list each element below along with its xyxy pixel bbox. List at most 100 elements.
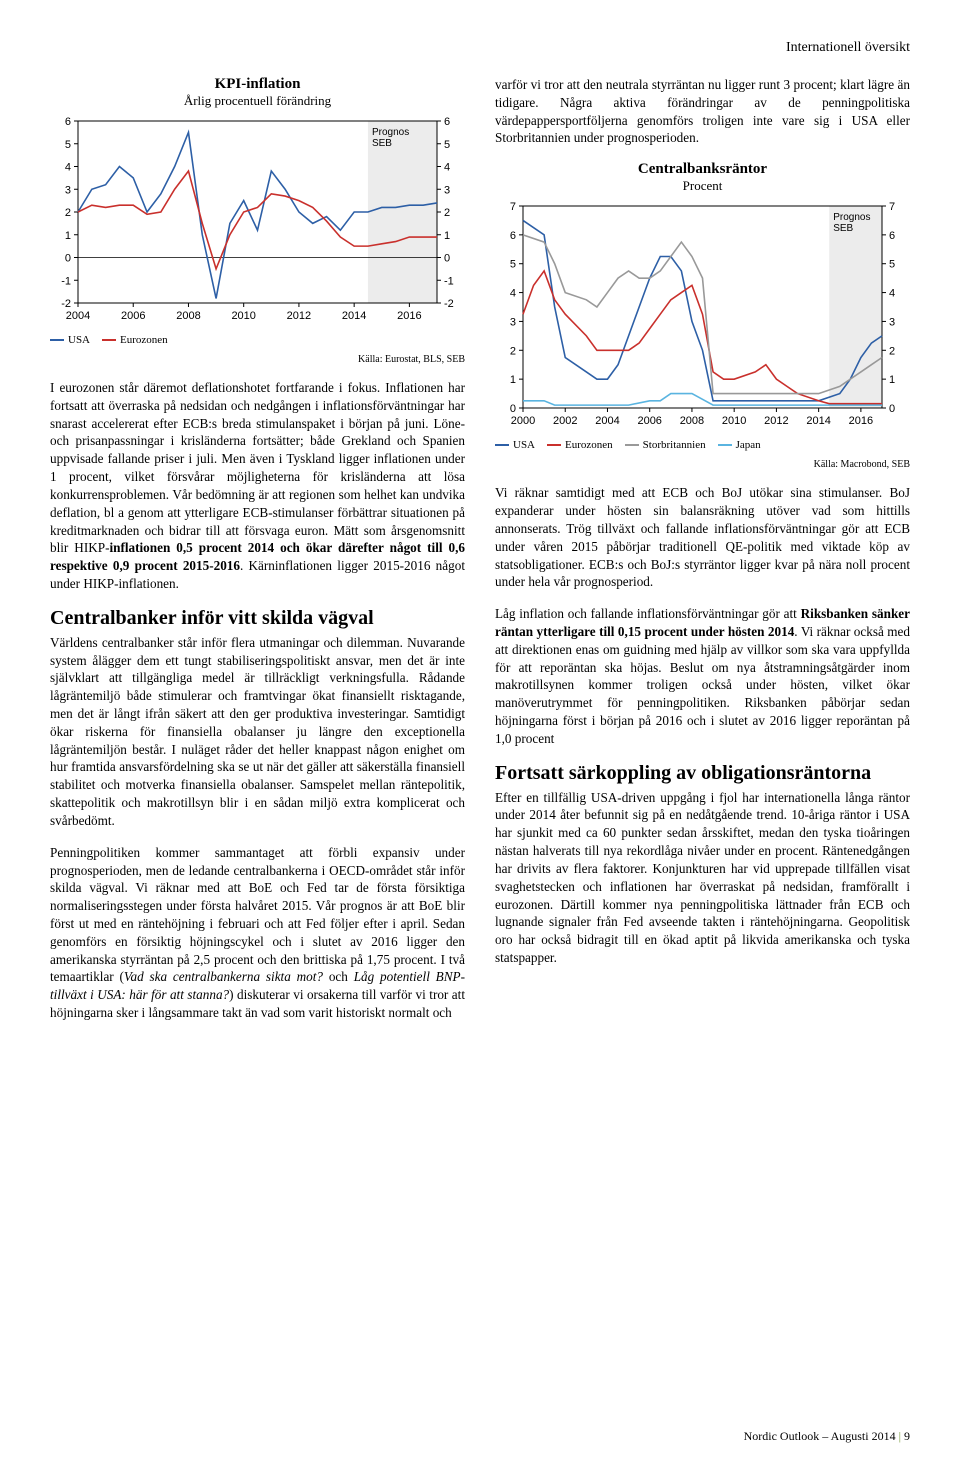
chart1-svg: -2 -2 -1 -1 0 0 1 1 2 2 3 3 4 4 5 5 6 6 2004 2006 2008 2010 20… bbox=[50, 115, 465, 325]
svg-text:1: 1 bbox=[65, 230, 71, 242]
svg-text:-2: -2 bbox=[61, 298, 71, 310]
svg-text:6: 6 bbox=[444, 116, 450, 128]
legend-item: Storbritannien bbox=[625, 439, 706, 451]
svg-text:-1: -1 bbox=[61, 275, 71, 287]
svg-text:2008: 2008 bbox=[680, 415, 704, 427]
svg-text:4: 4 bbox=[889, 288, 895, 300]
svg-text:2016: 2016 bbox=[397, 310, 421, 322]
legend-swatch bbox=[102, 339, 116, 341]
footer-page: 9 bbox=[904, 1429, 910, 1443]
chart2-container: 0 0 1 1 2 2 3 3 4 4 5 5 6 6 7 7 2000 2002 2004 2006 2008 2010… bbox=[495, 200, 910, 451]
svg-text:2004: 2004 bbox=[66, 310, 90, 322]
svg-text:2014: 2014 bbox=[342, 310, 366, 322]
legend-swatch bbox=[50, 339, 64, 341]
two-column-layout: KPI-inflation Årlig procentuell förändri… bbox=[50, 76, 910, 1036]
chart2-title: Centralbanksräntor bbox=[495, 161, 910, 178]
chart1-container: -2 -2 -1 -1 0 0 1 1 2 2 3 3 4 4 5 5 6 6 2004 2006 2008 2010 20… bbox=[50, 115, 465, 346]
svg-text:2002: 2002 bbox=[553, 415, 577, 427]
svg-text:2014: 2014 bbox=[806, 415, 830, 427]
svg-text:5: 5 bbox=[889, 259, 895, 271]
right-para2: Vi räknar samtidigt med att ECB och BoJ … bbox=[495, 484, 910, 591]
svg-text:1: 1 bbox=[510, 374, 516, 386]
svg-text:2: 2 bbox=[65, 207, 71, 219]
svg-text:1: 1 bbox=[889, 374, 895, 386]
page-footer: Nordic Outlook – Augusti 2014 | 9 bbox=[744, 1429, 910, 1444]
svg-text:0: 0 bbox=[889, 403, 895, 415]
chart2-subtitle: Procent bbox=[495, 178, 910, 194]
left-para1: I eurozonen står däremot deflationshotet… bbox=[50, 379, 465, 593]
right-para3: Låg inflation och fallande inflationsför… bbox=[495, 605, 910, 748]
legend-swatch bbox=[718, 444, 732, 446]
svg-text:2010: 2010 bbox=[722, 415, 746, 427]
svg-text:2008: 2008 bbox=[176, 310, 200, 322]
svg-text:6: 6 bbox=[65, 116, 71, 128]
svg-text:2000: 2000 bbox=[511, 415, 535, 427]
legend-label: USA bbox=[513, 439, 535, 451]
legend-item: USA bbox=[50, 334, 90, 346]
chart2-legend: USA Eurozonen Storbritannien Japan bbox=[495, 439, 910, 451]
svg-text:6: 6 bbox=[889, 230, 895, 242]
svg-text:SEB: SEB bbox=[833, 223, 853, 234]
svg-text:3: 3 bbox=[444, 184, 450, 196]
svg-text:2006: 2006 bbox=[637, 415, 661, 427]
chart2-svg: 0 0 1 1 2 2 3 3 4 4 5 5 6 6 7 7 2000 2002 2004 2006 2008 2010… bbox=[495, 200, 910, 430]
chart1-legend: USA Eurozonen bbox=[50, 334, 465, 346]
svg-text:2004: 2004 bbox=[595, 415, 619, 427]
svg-text:1: 1 bbox=[444, 230, 450, 242]
chart1-title: KPI-inflation bbox=[50, 76, 465, 93]
legend-swatch bbox=[547, 444, 561, 446]
svg-text:4: 4 bbox=[510, 288, 516, 300]
svg-text:6: 6 bbox=[510, 230, 516, 242]
svg-text:5: 5 bbox=[444, 139, 450, 151]
svg-text:-1: -1 bbox=[444, 275, 454, 287]
svg-text:2: 2 bbox=[510, 346, 516, 358]
svg-text:-2: -2 bbox=[444, 298, 454, 310]
legend-label: Eurozonen bbox=[120, 334, 168, 346]
right-heading2: Fortsatt särkoppling av obligationsränto… bbox=[495, 762, 910, 785]
svg-text:2: 2 bbox=[889, 346, 895, 358]
svg-text:Prognos: Prognos bbox=[833, 212, 870, 223]
svg-text:2006: 2006 bbox=[121, 310, 145, 322]
legend-item: USA bbox=[495, 439, 535, 451]
svg-text:7: 7 bbox=[889, 201, 895, 213]
legend-label: Storbritannien bbox=[643, 439, 706, 451]
svg-text:2012: 2012 bbox=[764, 415, 788, 427]
legend-item: Eurozonen bbox=[547, 439, 613, 451]
left-column: KPI-inflation Årlig procentuell förändri… bbox=[50, 76, 465, 1036]
left-para2: Världens centralbanker står inför flera … bbox=[50, 634, 465, 830]
legend-swatch bbox=[625, 444, 639, 446]
right-column: varför vi tror att den neutrala styrränt… bbox=[495, 76, 910, 1036]
chart1-subtitle: Årlig procentuell förändring bbox=[50, 93, 465, 109]
svg-text:3: 3 bbox=[65, 184, 71, 196]
svg-text:Prognos: Prognos bbox=[372, 127, 409, 138]
legend-item: Eurozonen bbox=[102, 334, 168, 346]
svg-text:5: 5 bbox=[65, 139, 71, 151]
svg-text:3: 3 bbox=[889, 317, 895, 329]
chart1-source: Källa: Eurostat, BLS, SEB bbox=[50, 354, 465, 365]
chart2-source: Källa: Macrobond, SEB bbox=[495, 459, 910, 470]
svg-text:0: 0 bbox=[444, 253, 450, 265]
legend-item: Japan bbox=[718, 439, 761, 451]
svg-text:3: 3 bbox=[510, 317, 516, 329]
page-header-section: Internationell översikt bbox=[50, 40, 910, 56]
svg-text:4: 4 bbox=[444, 162, 450, 174]
footer-text: Nordic Outlook – Augusti 2014 bbox=[744, 1429, 896, 1443]
svg-text:2016: 2016 bbox=[849, 415, 873, 427]
right-para4: Efter en tillfällig USA-driven uppgång i… bbox=[495, 789, 910, 967]
svg-text:7: 7 bbox=[510, 201, 516, 213]
svg-text:SEB: SEB bbox=[372, 138, 392, 149]
legend-swatch bbox=[495, 444, 509, 446]
svg-text:0: 0 bbox=[510, 403, 516, 415]
svg-text:2010: 2010 bbox=[231, 310, 255, 322]
svg-text:2: 2 bbox=[444, 207, 450, 219]
legend-label: Japan bbox=[736, 439, 761, 451]
legend-label: USA bbox=[68, 334, 90, 346]
svg-text:5: 5 bbox=[510, 259, 516, 271]
legend-label: Eurozonen bbox=[565, 439, 613, 451]
left-para3: Penningpolitiken kommer sammantaget att … bbox=[50, 844, 465, 1022]
right-para1: varför vi tror att den neutrala styrränt… bbox=[495, 76, 910, 147]
left-heading1: Centralbanker inför vitt skilda vägval bbox=[50, 607, 465, 630]
svg-text:2012: 2012 bbox=[287, 310, 311, 322]
svg-text:4: 4 bbox=[65, 162, 71, 174]
svg-text:0: 0 bbox=[65, 253, 71, 265]
